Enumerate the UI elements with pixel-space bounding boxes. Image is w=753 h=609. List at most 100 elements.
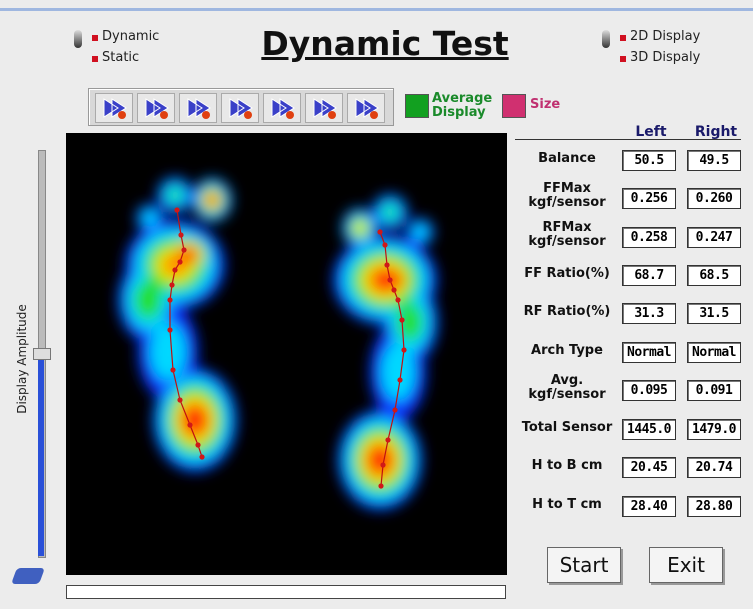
right-value: 0.091 <box>687 380 741 401</box>
slider-fill <box>38 355 44 556</box>
icon-accent <box>202 111 210 119</box>
header-rule <box>515 139 741 140</box>
toolbar-icon <box>271 98 295 119</box>
heat-blob <box>134 280 162 320</box>
trajectory-point <box>392 407 398 413</box>
heat-blob <box>207 195 217 205</box>
left-value: 1445.0 <box>622 419 676 440</box>
toolbar-button[interactable] <box>305 93 343 123</box>
trajectory-point <box>377 229 383 235</box>
toolbar-icon <box>229 98 253 119</box>
trajectory-point <box>391 287 397 293</box>
toolbar-button[interactable] <box>263 93 301 123</box>
row-label: Avg. kgf/sensor <box>528 373 606 402</box>
average-display-swatch[interactable] <box>405 94 429 118</box>
heat-blob <box>369 447 391 473</box>
left-value: 0.095 <box>622 380 676 401</box>
heat-blob <box>396 302 424 342</box>
size-label: Size <box>530 97 561 112</box>
start-button[interactable]: Start <box>547 547 621 583</box>
heat-blob <box>411 223 429 241</box>
device-icon <box>11 568 45 584</box>
right-value: 1479.0 <box>687 419 741 440</box>
bullet <box>92 35 98 41</box>
right-value: 28.80 <box>687 496 741 517</box>
exit-button[interactable]: Exit <box>649 547 723 583</box>
toolbar-icon <box>355 98 379 119</box>
bullet <box>620 35 626 41</box>
row-label: H to B cm <box>531 458 603 473</box>
toolbar-button[interactable] <box>137 93 175 123</box>
trajectory-point <box>170 367 176 373</box>
trajectory-point <box>187 422 193 428</box>
heat-blob <box>150 323 186 381</box>
row-label: FF Ratio(%) <box>524 266 610 281</box>
toolbar-button[interactable] <box>95 93 133 123</box>
column-header: Left <box>635 124 667 140</box>
row-label: Total Sensor <box>521 420 613 435</box>
trajectory-point <box>385 437 391 443</box>
icon-accent <box>118 111 126 119</box>
right-value: 31.5 <box>687 303 741 324</box>
icon-accent <box>286 111 294 119</box>
row-label: H to T cm <box>532 497 602 512</box>
heat-blob <box>141 209 159 227</box>
row-label: RFMax kgf/sensor <box>528 220 606 249</box>
toolbar-button[interactable] <box>347 93 385 123</box>
trajectory-point <box>384 262 390 268</box>
mode-option[interactable]: Static <box>102 50 140 65</box>
trajectory-point <box>167 297 173 303</box>
display-option[interactable]: 3D Dispaly <box>630 50 701 65</box>
heat-blob <box>381 343 415 401</box>
right-value: 20.74 <box>687 457 741 478</box>
toolbar-icon <box>187 98 211 119</box>
bullet <box>620 56 626 62</box>
mode-option[interactable]: Dynamic <box>102 29 160 44</box>
trajectory-point <box>397 377 403 383</box>
icon-accent <box>160 111 168 119</box>
size-swatch[interactable] <box>502 94 526 118</box>
trajectory-point <box>181 247 187 253</box>
display-option[interactable]: 2D Display <box>630 29 701 44</box>
row-label: Arch Type <box>531 343 603 358</box>
right-value: 68.5 <box>687 265 741 286</box>
trajectory-point <box>174 207 180 213</box>
progress-bar <box>66 585 506 599</box>
slider-thumb[interactable] <box>33 348 51 360</box>
toolbar-icon <box>103 98 127 119</box>
display-switch[interactable] <box>602 30 610 48</box>
left-value: Normal <box>622 342 676 363</box>
trajectory-point <box>401 347 407 353</box>
heat-blob <box>168 188 182 202</box>
trajectory-point <box>172 267 178 273</box>
trajectory-point <box>387 277 393 283</box>
right-value: 49.5 <box>687 150 741 171</box>
icon-accent <box>244 111 252 119</box>
mode-switch[interactable] <box>74 30 82 48</box>
right-value: Normal <box>687 342 741 363</box>
left-value: 0.258 <box>622 227 676 248</box>
left-value: 68.7 <box>622 265 676 286</box>
left-value: 20.45 <box>622 457 676 478</box>
trajectory-point <box>167 327 173 333</box>
toolbar-button[interactable] <box>179 93 217 123</box>
trajectory-point <box>378 483 384 489</box>
trajectory-point <box>380 462 386 468</box>
toolbar-button[interactable] <box>221 93 259 123</box>
bullet <box>92 56 98 62</box>
toolbar-icon <box>145 98 169 119</box>
heatmap <box>118 177 438 510</box>
trajectory-point <box>395 297 401 303</box>
trajectory-point <box>178 232 184 238</box>
slider-label: Display Amplitude <box>15 304 29 414</box>
right-value: 0.260 <box>687 188 741 209</box>
trajectory <box>167 207 407 489</box>
trajectory-point <box>195 442 201 448</box>
toolbar-icon <box>313 98 337 119</box>
column-header: Right <box>694 124 738 140</box>
trajectory-point <box>199 454 205 460</box>
icon-accent <box>328 111 336 119</box>
heat-blob <box>353 220 367 236</box>
left-value: 50.5 <box>622 150 676 171</box>
title: Dynamic Test <box>261 24 509 63</box>
